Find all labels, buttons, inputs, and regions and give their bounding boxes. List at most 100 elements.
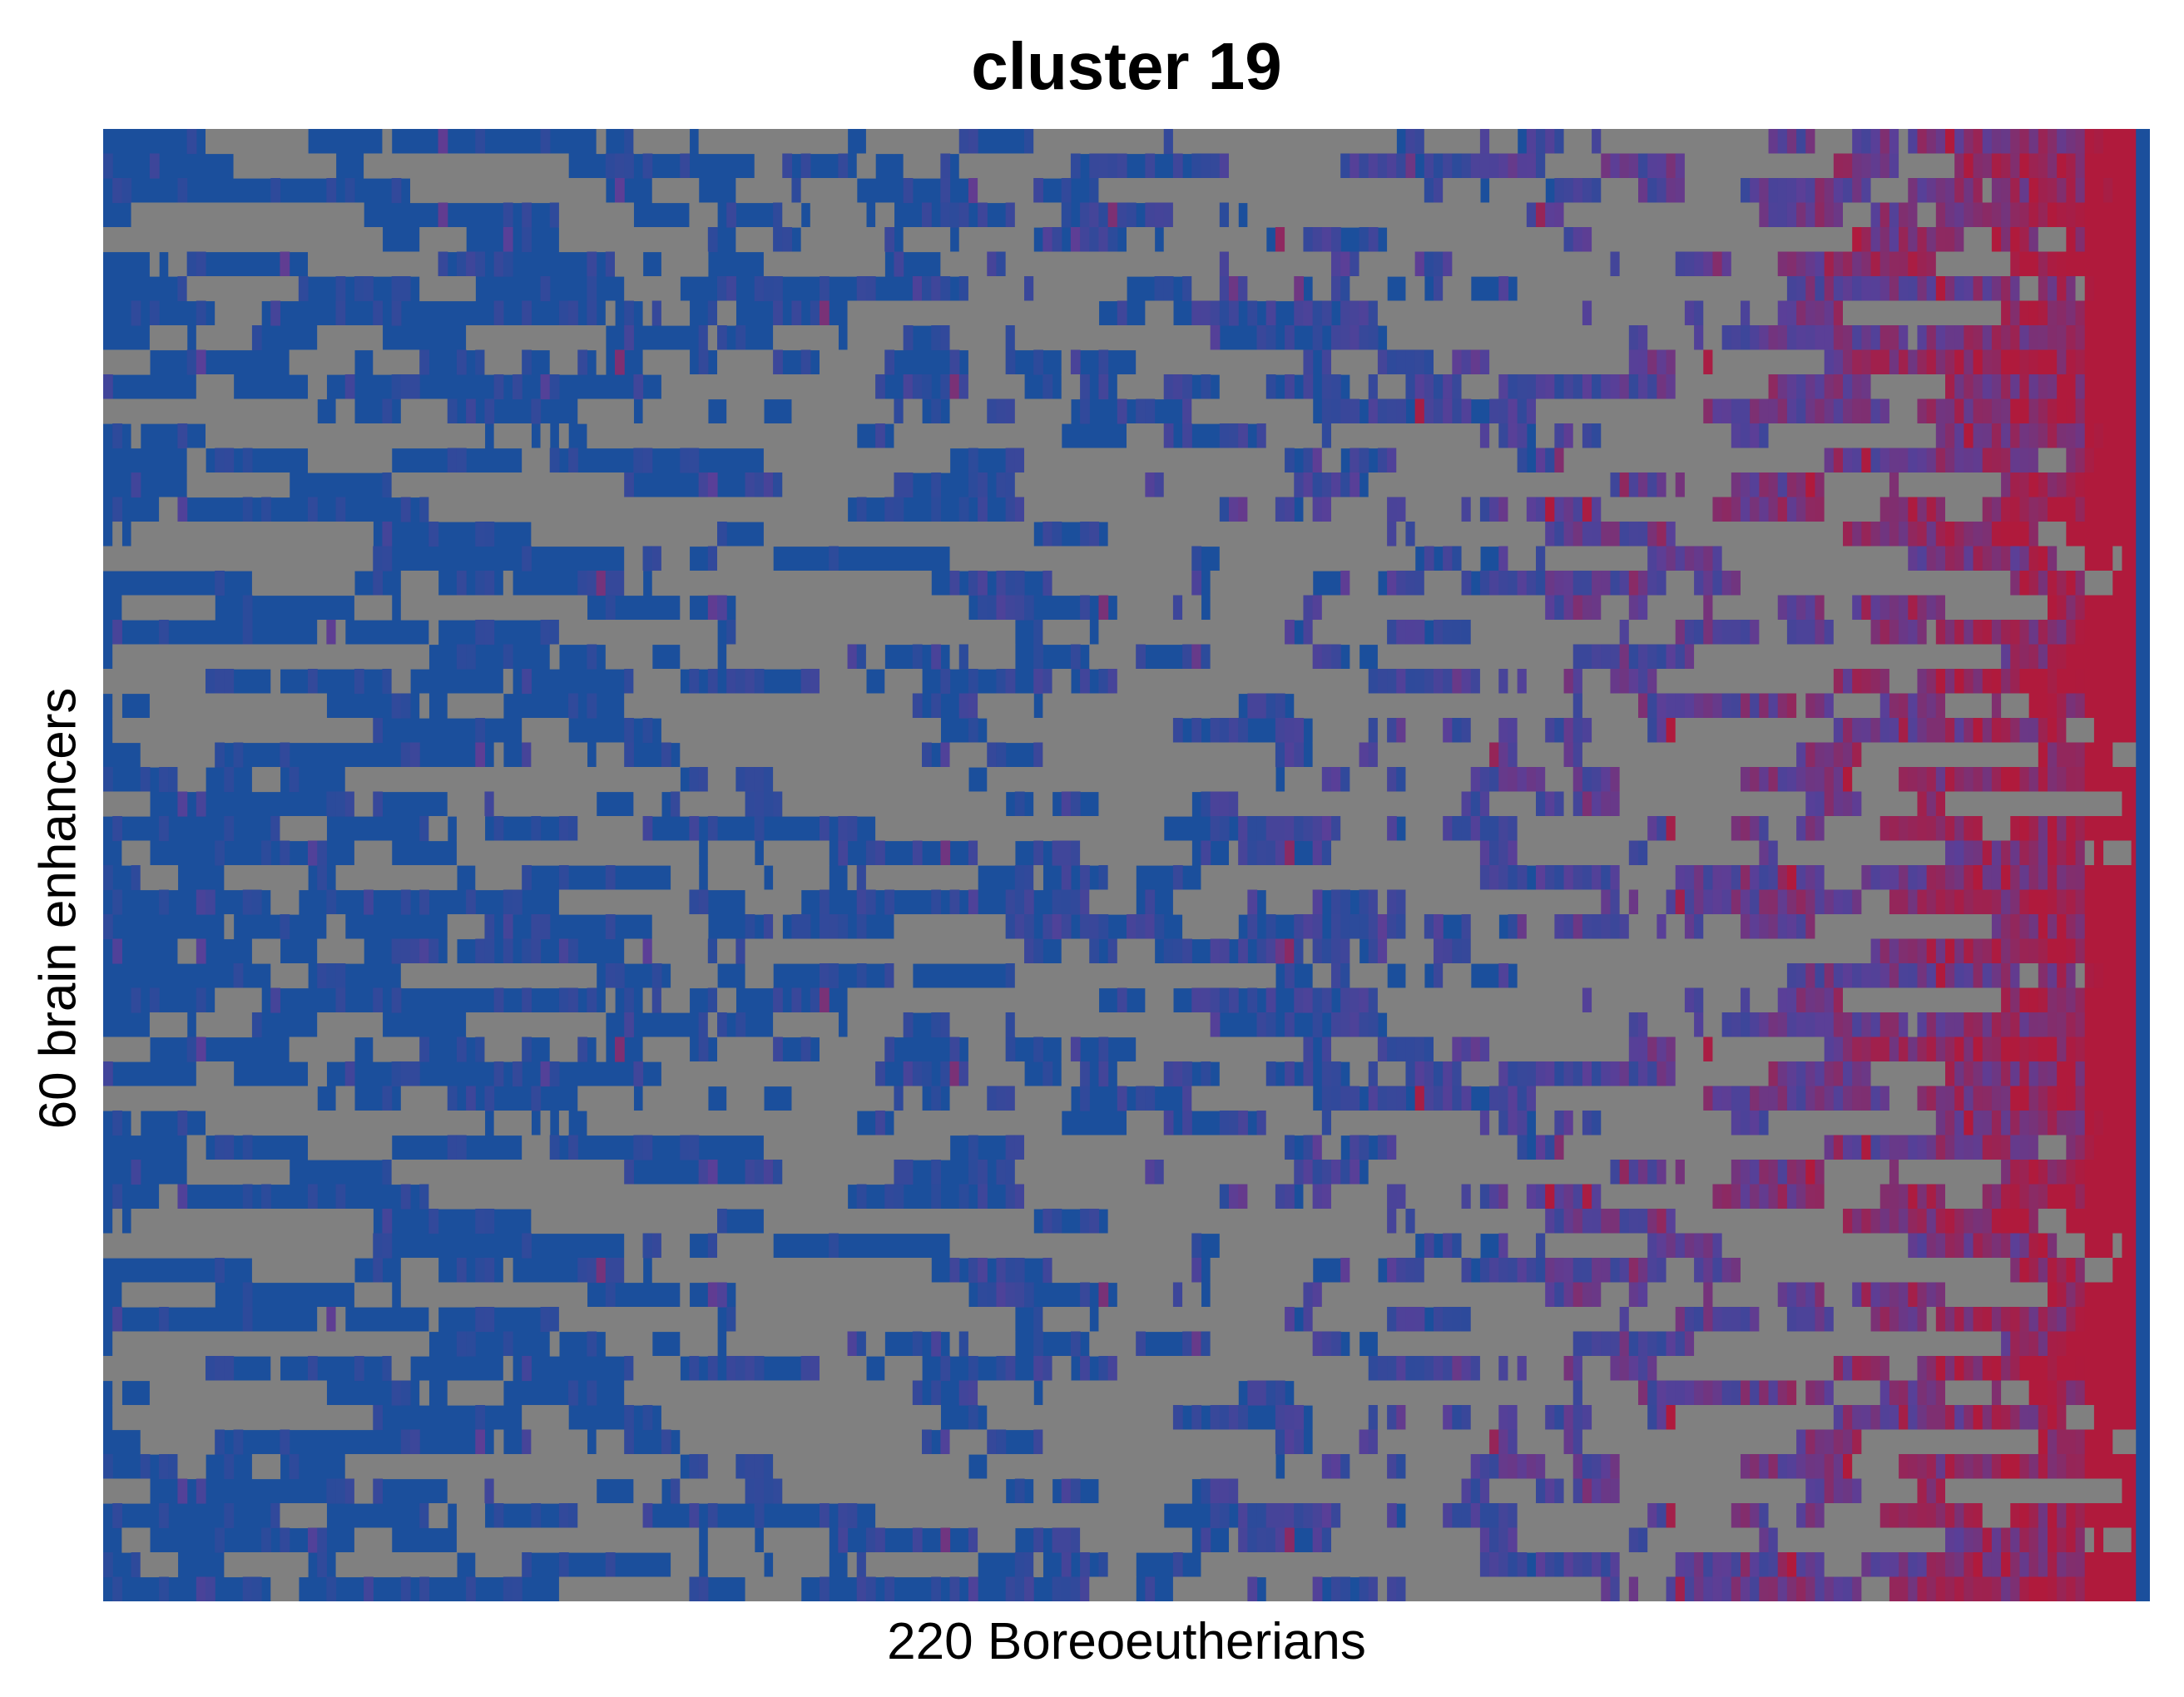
heatmap-cell xyxy=(206,1576,215,1601)
heatmap-cell xyxy=(2001,620,2011,646)
heatmap-cell xyxy=(2028,1552,2039,1578)
heatmap-cell xyxy=(958,497,969,522)
heatmap-cell xyxy=(1434,1086,1444,1111)
heatmap-cell xyxy=(1554,1135,1565,1160)
heatmap-cell-missing xyxy=(326,349,355,375)
heatmap-cell xyxy=(1926,1454,1937,1480)
heatmap-cell xyxy=(1908,1184,1919,1210)
heatmap-cell xyxy=(2038,1111,2048,1136)
heatmap-cell-missing xyxy=(773,325,811,351)
heatmap-cell xyxy=(447,448,458,473)
heatmap-cell xyxy=(1731,1160,1741,1185)
heatmap-cell xyxy=(1517,914,1528,940)
heatmap-cell xyxy=(1935,349,1946,375)
heatmap-cell xyxy=(1712,889,1723,915)
heatmap-cell xyxy=(540,1061,551,1087)
heatmap-cell-missing xyxy=(308,1061,327,1087)
heatmap-cell xyxy=(791,987,802,1013)
heatmap-cell xyxy=(2084,1380,2095,1406)
heatmap-cell xyxy=(149,987,160,1013)
heatmap-cell xyxy=(978,1282,988,1308)
heatmap-cell xyxy=(642,1405,653,1431)
heatmap-cell xyxy=(624,1429,634,1455)
heatmap-cell-missing xyxy=(251,1552,309,1578)
heatmap-cell xyxy=(2112,1503,2123,1529)
heatmap-cell xyxy=(1163,276,1174,302)
heatmap-cell-missing xyxy=(447,791,486,817)
heatmap-cell xyxy=(680,153,691,179)
heatmap-cell xyxy=(968,1258,978,1284)
heatmap-cell xyxy=(2103,1380,2113,1406)
heatmap-cell xyxy=(1815,325,1825,351)
heatmap-cell-missing xyxy=(773,1576,802,1601)
heatmap-cell-missing xyxy=(112,644,179,670)
heatmap-cell xyxy=(1935,1478,1946,1504)
heatmap-cell-missing xyxy=(1229,1576,1248,1601)
heatmap-cell xyxy=(791,914,802,940)
heatmap-cell xyxy=(1768,1552,1779,1578)
heatmap-cell xyxy=(2112,349,2123,375)
heatmap-cell xyxy=(1229,1405,1239,1431)
heatmap-cell xyxy=(1731,620,1741,646)
heatmap-cell xyxy=(2038,620,2048,646)
heatmap-cell-missing xyxy=(1777,840,1946,866)
heatmap-cell-missing xyxy=(1107,1160,1146,1185)
heatmap-cell xyxy=(1145,914,1156,940)
heatmap-cell xyxy=(1033,620,1043,646)
heatmap-cell-missing xyxy=(726,1331,849,1357)
heatmap-cell xyxy=(1982,423,1993,449)
heatmap-cell-missing xyxy=(1861,742,2039,768)
heatmap-cell xyxy=(1750,472,1760,498)
heatmap-cell-missing xyxy=(503,1258,513,1284)
heatmap-cell xyxy=(1443,1061,1453,1087)
heatmap-cell xyxy=(484,1307,495,1333)
heatmap-cell xyxy=(1945,276,1955,302)
heatmap-cell xyxy=(1843,1429,1853,1455)
heatmap-cell xyxy=(1331,1454,1341,1480)
heatmap-cell-missing xyxy=(903,816,1165,842)
heatmap-cell xyxy=(1331,1012,1341,1038)
heatmap-cell xyxy=(1899,1552,1909,1578)
heatmap-cell xyxy=(1982,1405,1993,1431)
heatmap-cell-missing xyxy=(1331,1527,1425,1553)
heatmap-cell xyxy=(820,889,830,915)
heatmap-cell xyxy=(1684,889,1695,915)
heatmap-cell xyxy=(624,153,634,179)
heatmap-cell xyxy=(2066,448,2077,473)
heatmap-cell xyxy=(2084,1429,2095,1455)
heatmap-cell xyxy=(1033,1307,1043,1333)
heatmap-cell xyxy=(838,816,849,842)
heatmap-cell xyxy=(1945,546,1955,571)
heatmap-cell xyxy=(1843,791,1853,817)
heatmap-cell xyxy=(280,742,290,768)
heatmap-cell xyxy=(1256,1380,1267,1406)
heatmap-cell xyxy=(568,1135,578,1160)
heatmap-cell-missing xyxy=(1545,1527,1574,1553)
heatmap-cell xyxy=(1470,153,1481,179)
heatmap-cell xyxy=(1563,1184,1574,1210)
heatmap-cell xyxy=(1945,1454,1955,1480)
heatmap-cell xyxy=(1750,1160,1760,1185)
heatmap-cell xyxy=(1731,325,1741,351)
heatmap-cell xyxy=(1917,1454,1928,1480)
heatmap-cell xyxy=(1796,914,1806,940)
heatmap-cell-missing xyxy=(1396,1209,1407,1234)
heatmap-cell xyxy=(1703,398,1714,424)
heatmap-cell xyxy=(1572,1380,1583,1406)
heatmap-cell xyxy=(763,1454,774,1480)
heatmap-cell xyxy=(484,620,495,646)
heatmap-cell-missing xyxy=(1479,1356,1499,1382)
heatmap-cell xyxy=(1219,1111,1230,1136)
heatmap-cell xyxy=(2066,1184,2077,1210)
heatmap-cell xyxy=(1824,1012,1835,1038)
heatmap-cell xyxy=(1982,1037,1993,1062)
heatmap-cell xyxy=(968,1356,978,1382)
heatmap-cell xyxy=(1786,325,1797,351)
heatmap-cell xyxy=(1387,1454,1397,1480)
heatmap-cell-missing xyxy=(1414,522,1490,547)
heatmap-cell xyxy=(1731,1184,1741,1210)
heatmap-cell xyxy=(317,1552,327,1578)
heatmap-cell xyxy=(2084,423,2095,449)
heatmap-cell xyxy=(791,300,802,326)
heatmap-cell xyxy=(2093,1282,2104,1308)
